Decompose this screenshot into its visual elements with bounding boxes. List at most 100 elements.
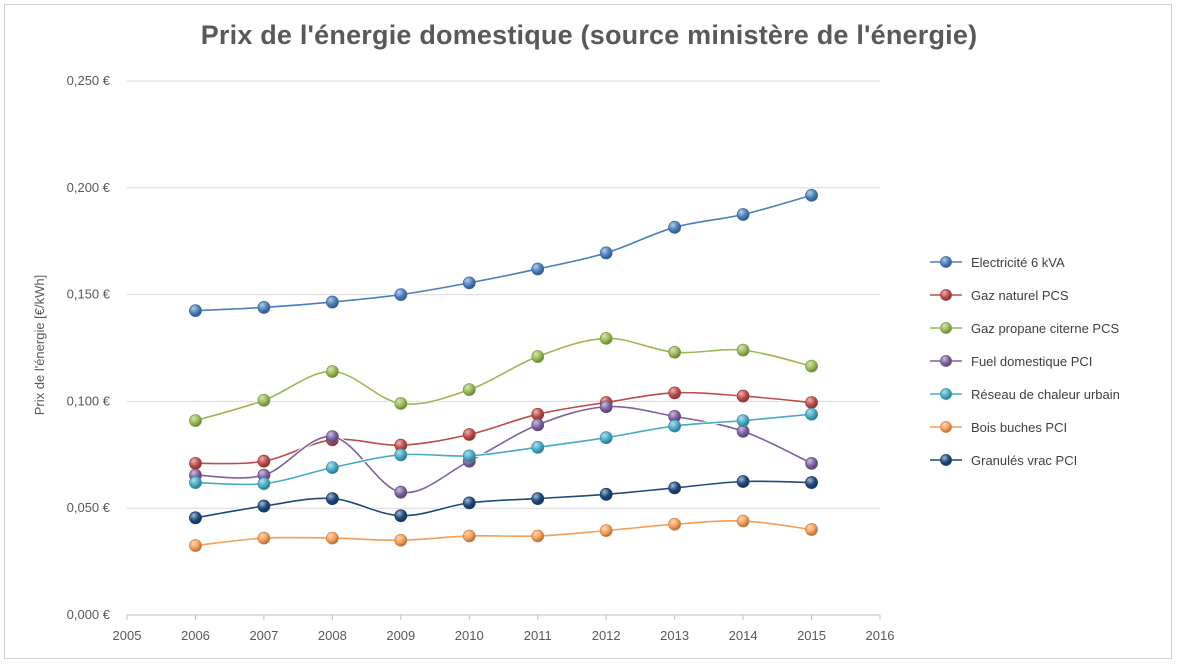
data-point — [189, 456, 202, 470]
legend-item: Fuel domestique PCI — [930, 354, 1092, 369]
series-1 — [189, 386, 818, 470]
data-point — [531, 262, 545, 276]
data-point — [599, 331, 613, 345]
y-tick-label: 0,000 € — [67, 607, 111, 622]
x-tick-label: 2012 — [592, 628, 621, 643]
y-tick-label: 0,050 € — [67, 500, 111, 515]
data-point — [805, 456, 818, 470]
series-line — [195, 480, 812, 519]
data-point — [531, 418, 545, 432]
series-line — [195, 520, 812, 547]
x-tick-label: 2008 — [318, 628, 347, 643]
data-point — [531, 529, 545, 543]
data-point — [736, 414, 750, 428]
data-point — [462, 449, 476, 463]
legend-item: Gaz propane citerne PCS — [930, 321, 1119, 336]
legend-label: Granulés vrac PCI — [971, 453, 1077, 468]
data-point — [189, 304, 202, 318]
legend-item: Bois buches PCI — [930, 420, 1067, 435]
data-point — [394, 485, 408, 499]
data-point — [257, 301, 271, 314]
legend-label: Electricité 6 kVA — [971, 255, 1065, 270]
data-point — [257, 499, 271, 513]
x-tick-label: 2014 — [729, 628, 758, 643]
data-point — [189, 414, 202, 428]
data-point — [736, 514, 750, 528]
legend-label: Gaz naturel PCS — [971, 288, 1069, 303]
series-line — [195, 413, 812, 486]
data-point — [805, 396, 818, 409]
x-tick-label: 2011 — [524, 628, 552, 643]
series-6 — [189, 475, 818, 525]
data-point — [531, 440, 545, 454]
data-point — [462, 496, 476, 510]
data-point — [736, 208, 750, 221]
data-point — [257, 477, 271, 491]
legend-marker — [940, 388, 952, 400]
x-tick-label: 2015 — [797, 628, 826, 643]
series-layer — [189, 188, 818, 552]
data-point — [257, 454, 271, 468]
legend-item: Réseau de chaleur urbain — [930, 387, 1120, 402]
data-point — [736, 343, 750, 357]
legend-marker — [940, 256, 952, 268]
data-point — [531, 350, 545, 363]
data-point — [257, 393, 271, 407]
y-axis-label: Prix de l'énergie [€/kWh] — [32, 275, 47, 416]
data-point — [736, 424, 750, 438]
data-point — [805, 476, 818, 489]
legend-marker — [940, 421, 952, 433]
data-point — [531, 492, 545, 505]
data-point — [394, 509, 408, 523]
data-point — [462, 383, 476, 397]
series-line-halo — [195, 193, 813, 313]
legend-item: Gaz naturel PCS — [930, 288, 1069, 303]
x-tick-label: 2007 — [249, 628, 278, 643]
data-point — [668, 386, 682, 400]
legend-item: Electricité 6 kVA — [930, 255, 1065, 270]
y-tick-label: 0,200 € — [67, 180, 111, 195]
data-point — [805, 523, 818, 536]
series-line — [195, 337, 812, 422]
data-point — [599, 487, 613, 501]
data-point — [325, 295, 339, 309]
data-point — [805, 407, 818, 421]
series-4 — [189, 407, 818, 491]
legend-marker — [940, 322, 952, 334]
legend-label: Bois buches PCI — [971, 420, 1067, 435]
data-point — [394, 397, 408, 410]
data-point — [668, 517, 682, 531]
x-tick-label: 2013 — [660, 628, 689, 643]
data-point — [668, 345, 682, 359]
y-tick-label: 0,150 € — [67, 287, 111, 302]
data-point — [462, 428, 476, 441]
data-point — [668, 419, 682, 433]
series-line — [195, 194, 812, 312]
legend-marker — [940, 454, 952, 466]
data-point — [325, 492, 339, 505]
legend-item: Granulés vrac PCI — [930, 453, 1077, 468]
y-tick-label: 0,100 € — [67, 393, 111, 408]
x-tick-label: 2006 — [181, 628, 210, 643]
data-point — [325, 531, 339, 545]
series-line-halo — [195, 519, 812, 548]
data-point — [394, 533, 408, 547]
data-point — [805, 359, 818, 373]
series-5 — [189, 514, 818, 552]
data-point — [531, 407, 545, 421]
series-0 — [189, 188, 818, 318]
x-tick-label: 2009 — [386, 628, 415, 643]
legend-label: Fuel domestique PCI — [971, 354, 1092, 369]
x-tick-label: 2016 — [866, 628, 895, 643]
data-point — [805, 188, 818, 202]
series-line — [195, 391, 812, 465]
legend-label: Gaz propane citerne PCS — [971, 321, 1119, 336]
data-point — [668, 220, 682, 234]
data-point — [736, 475, 750, 488]
data-point — [462, 529, 476, 543]
chart-title: Prix de l'énergie domestique (source min… — [200, 20, 978, 50]
data-point — [325, 461, 339, 475]
legend-marker — [940, 289, 952, 301]
x-tick-label: 2005 — [113, 628, 142, 643]
